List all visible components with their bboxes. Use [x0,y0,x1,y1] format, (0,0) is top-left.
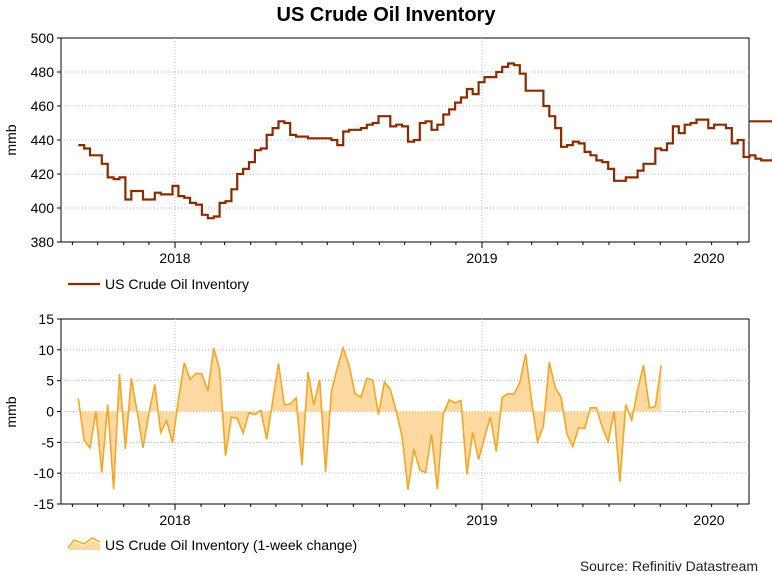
level-plot-frame [60,37,750,243]
y-tick-label: 10 [38,342,54,358]
y-tick-label: 380 [31,234,55,250]
y-tick-label: 0 [46,404,54,420]
change-legend-swatch [67,537,101,550]
x-tick-label: 2020 [693,250,724,266]
y-tick-label: 400 [31,200,55,216]
level-legend-label: US Crude Oil Inventory [105,276,249,292]
change-series-line [77,345,662,490]
x-tick-label: 2020 [693,512,724,528]
change-y-tick-labels: -15 -10 -5 0 5 10 15 [34,311,54,512]
change-x-tick-labels: 2018 2019 2020 [159,512,724,528]
source-note: Source: Refinitiv Datastream [580,558,758,574]
y-tick-label: 460 [31,98,55,114]
y-tick-label: 440 [31,132,55,148]
y-tick-label: 420 [31,166,55,182]
x-tick-label: 2018 [159,250,190,266]
level-x-tick-labels: 2018 2019 2020 [159,250,724,266]
x-tick-label: 2019 [466,512,497,528]
level-panel: 380 400 420 440 460 480 500 2018 2019 2020 mmb U… [3,30,772,292]
y-tick-label: 15 [38,311,54,327]
change-series-area [78,348,662,490]
change-panel: -15 -10 -5 0 5 10 15 2018 2019 2020 mmb US Crude… [3,311,750,553]
x-tick-label: 2018 [159,512,190,528]
level-y-tick-labels: 380 400 420 440 460 480 500 [31,30,55,250]
change-legend-label: US Crude Oil Inventory (1-week change) [105,537,357,553]
y-tick-label: -5 [42,434,55,450]
y-tick-label: 480 [31,64,55,80]
change-y-axis-label: mmb [3,396,19,427]
chart-title: US Crude Oil Inventory [277,4,497,26]
x-tick-label: 2019 [466,250,497,266]
y-tick-label: -10 [34,465,54,481]
y-tick-label: 500 [31,30,55,46]
level-series-line [78,62,772,220]
y-tick-label: 5 [46,373,54,389]
level-grid [57,37,749,248]
level-y-axis-label: mmb [3,124,19,155]
y-tick-label: -15 [34,496,54,512]
